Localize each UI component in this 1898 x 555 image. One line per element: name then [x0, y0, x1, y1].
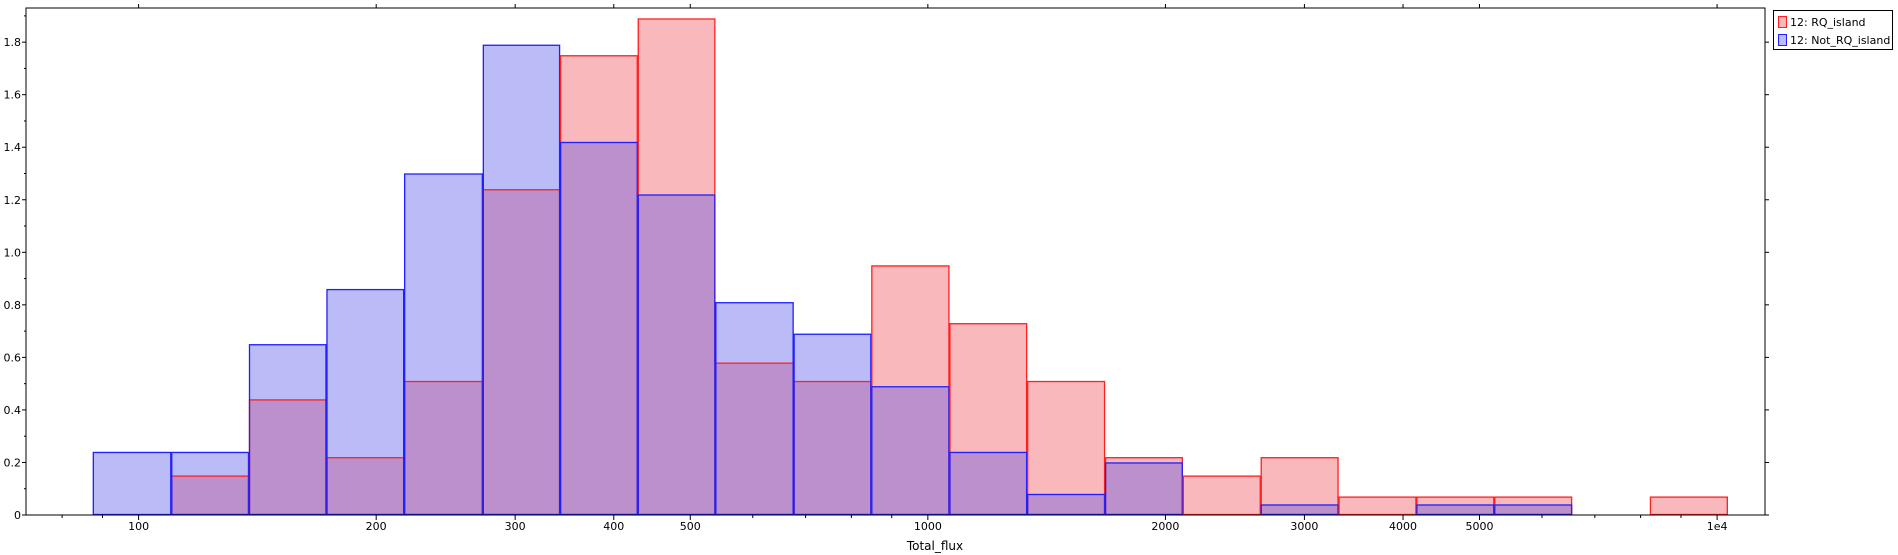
bar-not-rq-island	[92, 451, 172, 515]
bar-overlap	[1416, 504, 1495, 515]
bar-overlap	[637, 194, 716, 516]
bar-overlap	[793, 381, 872, 515]
legend-swatch-not-rq-island	[1778, 34, 1787, 46]
bar-overlap	[404, 381, 483, 515]
y-tick-label: 1.8	[4, 36, 22, 49]
y-tick-label: 1.2	[4, 194, 22, 207]
y-tick-label: 0.6	[4, 351, 22, 364]
x-tick-label: 500	[680, 520, 701, 533]
x-tick-label: 5000	[1466, 520, 1494, 533]
legend-swatch-rq-island	[1778, 16, 1787, 28]
axes-layer: 0 0.2 0.4 0.6 0.8 1.0 1.2 1.4 1.6 1.8 100 200 300 400…	[4, 4, 1769, 533]
bar-rq-island	[1338, 496, 1417, 515]
x-tick-label: 300	[505, 520, 526, 533]
legend-label-rq-island: 12: RQ_island	[1790, 15, 1866, 29]
plot-frame	[25, 7, 1766, 516]
x-axis-title: Total_flux	[906, 539, 963, 553]
legend-label-not-rq-island: 12: Not_RQ_island	[1790, 33, 1891, 47]
bar-overlap	[1105, 462, 1183, 515]
y-tick-label: 1.6	[4, 89, 22, 102]
bar-overlap	[1260, 504, 1339, 515]
x-tick-label: 4000	[1389, 520, 1417, 533]
y-tick-label: 1.0	[4, 246, 22, 259]
legend-item-not-rq-island[interactable]: 12: Not_RQ_island	[1778, 32, 1890, 48]
bars-layer	[92, 18, 1728, 516]
bar-overlap	[1494, 504, 1573, 515]
bar-overlap	[171, 475, 249, 515]
y-tick-label: 0.4	[4, 404, 22, 417]
y-tick-label: 0	[14, 509, 21, 522]
x-tick-label: 1000	[914, 520, 942, 533]
bar-rq-island	[1649, 496, 1728, 515]
bar-overlap	[715, 362, 794, 515]
bar-rq-island	[1182, 475, 1261, 515]
x-tick-label: 3000	[1290, 520, 1318, 533]
x-tick-label: 1e4	[1707, 520, 1728, 533]
y-tick-label: 1.4	[4, 141, 22, 154]
x-tick-label: 400	[603, 520, 624, 533]
bar-overlap	[326, 457, 405, 515]
bar-overlap	[482, 189, 561, 515]
x-tick-label: 100	[128, 520, 149, 533]
bar-overlap	[1027, 493, 1106, 515]
y-tick-label: 0.8	[4, 299, 22, 312]
bar-rq-island	[1027, 381, 1106, 515]
legend[interactable]: 12: RQ_island 12: Not_RQ_island	[1773, 10, 1893, 50]
y-tick-label: 0.2	[4, 456, 22, 469]
bar-overlap	[248, 399, 327, 515]
bar-overlap	[871, 386, 950, 515]
bar-overlap	[949, 451, 1028, 515]
legend-item-rq-island[interactable]: 12: RQ_island	[1778, 14, 1866, 30]
x-tick-label: 2000	[1151, 520, 1179, 533]
x-tick-label: 200	[366, 520, 387, 533]
bar-overlap	[560, 141, 638, 515]
